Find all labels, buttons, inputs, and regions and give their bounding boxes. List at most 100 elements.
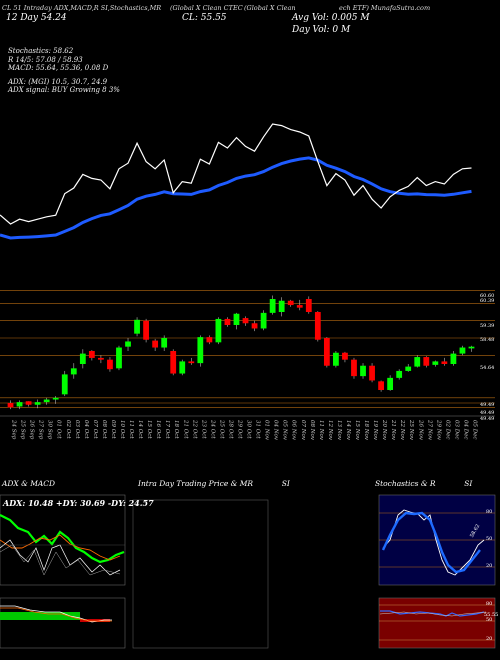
header-ticker: (Global X Clean CTEC xyxy=(170,4,243,12)
candle-body xyxy=(423,357,430,366)
avg-volume: Avg Vol: 0.005 M xyxy=(292,13,370,23)
date-label: 22 Oct xyxy=(191,419,197,439)
candle-body xyxy=(79,353,86,364)
stoch-panel-title: Stochastics & R SI xyxy=(375,479,473,488)
candle-body xyxy=(260,312,267,329)
date-label: 14 Oct xyxy=(137,420,143,439)
macd-line xyxy=(0,605,112,623)
price-label: 54.64 xyxy=(480,365,495,371)
date-label: 18 Oct xyxy=(173,420,179,439)
candle-body xyxy=(143,320,149,340)
date-label: 01 Oct xyxy=(56,420,62,439)
rsi-line-2 xyxy=(379,611,487,617)
date-label: 12 Nov xyxy=(327,420,333,441)
candle-body xyxy=(197,337,204,364)
rsi-axis-20: 20 xyxy=(486,636,493,642)
candle-body xyxy=(242,318,249,324)
date-label: 27 Nov xyxy=(426,419,432,441)
candle-body xyxy=(16,402,23,407)
candle-body xyxy=(125,341,131,347)
candle-body xyxy=(333,352,339,366)
candle-body xyxy=(342,352,348,360)
adx-line xyxy=(0,539,121,576)
stoch-axis-50: 50 xyxy=(486,536,493,542)
date-label: 18 Nov xyxy=(363,420,369,441)
header-left-title: CL 51 Intraday ADX,MACD,R SI,Stochastics… xyxy=(2,4,162,12)
candle-body xyxy=(152,340,159,348)
date-label: 06 Nov xyxy=(291,420,297,441)
candle-body xyxy=(134,319,140,334)
rsi-axis-50: 50 xyxy=(486,617,493,623)
candle-body xyxy=(387,377,394,390)
candle-body xyxy=(351,359,357,377)
candle-body xyxy=(88,351,95,358)
candle-body xyxy=(269,299,276,313)
date-label: 24 Sep xyxy=(11,419,17,440)
date-label: 13 Nov xyxy=(336,420,342,441)
rsi-line xyxy=(380,610,485,617)
candle-body xyxy=(360,365,366,377)
candle-body xyxy=(116,347,122,369)
candle-body xyxy=(188,361,195,364)
stoch-d-line xyxy=(381,511,481,574)
adx-minus-line xyxy=(0,534,121,561)
candle-body xyxy=(224,318,231,325)
open-price: 12 Day 54.24 xyxy=(6,13,67,23)
date-label: 24 Oct xyxy=(209,419,215,439)
date-label: 07 Oct xyxy=(92,420,98,439)
adx-line-2 xyxy=(0,544,121,576)
candle-body xyxy=(468,346,475,349)
date-label: 25 Nov xyxy=(408,419,414,441)
date-label: 08 Nov xyxy=(309,420,315,441)
candle-body xyxy=(305,299,312,312)
date-label: 25 Oct xyxy=(218,419,224,439)
candle-body xyxy=(450,353,457,364)
candle-body xyxy=(161,338,168,348)
price-label: 58.48 xyxy=(480,337,495,343)
date-label: 27 Sep xyxy=(38,419,44,440)
date-label: 05 Nov xyxy=(282,420,288,441)
candle-body xyxy=(251,323,258,329)
intraday-panel xyxy=(132,499,269,649)
date-label: 04 Dec xyxy=(462,420,468,440)
candle-body xyxy=(296,305,303,308)
date-label: 26 Sep xyxy=(29,419,35,440)
candle-body xyxy=(7,403,14,408)
adx-value: ADX: (MGI) 10.5, 30.7, 24.9 xyxy=(8,77,108,86)
adx-values: ADX: 10.48 +DY: 30.69 -DY: 24.57 xyxy=(3,498,154,508)
date-label: 29 Nov xyxy=(435,419,441,441)
candle-body xyxy=(233,313,240,325)
date-label: 31 Oct xyxy=(255,420,261,439)
stoch-k-line xyxy=(382,509,485,576)
adx-panel xyxy=(0,494,126,586)
date-label: 05 Dec xyxy=(471,420,477,440)
adx-plus-line xyxy=(0,514,125,564)
date-label: 11 Nov xyxy=(318,420,324,441)
candle-body xyxy=(70,368,77,375)
macd-value: MACD: 55.64, 55.36, 0.08 D xyxy=(8,64,109,72)
adx-signal: ADX signal: BUY Growing 8 3% xyxy=(8,86,120,94)
date-label: 07 Nov xyxy=(300,420,306,441)
date-label: 16 Oct xyxy=(155,420,161,439)
header-name: (Global X Clean xyxy=(244,4,296,12)
macd-signal-line xyxy=(0,607,112,622)
rsi-axis-80: 80 xyxy=(486,601,493,607)
day-volume: Day Vol: 0 M xyxy=(292,25,351,35)
date-label: 04 Oct xyxy=(83,420,89,439)
date-label: 17 Oct xyxy=(164,420,170,439)
candle-body xyxy=(43,399,50,403)
stoch-axis-80: 80 xyxy=(486,509,493,515)
close-line xyxy=(0,123,472,225)
date-label: 08 Oct xyxy=(101,420,107,439)
candle-body xyxy=(206,337,213,343)
rsi-panel xyxy=(378,597,496,649)
candle-body xyxy=(170,351,177,374)
candle-body xyxy=(396,370,403,378)
date-label: 15 Oct xyxy=(146,420,152,439)
candle-body xyxy=(314,312,321,340)
date-label: 23 Oct xyxy=(200,419,206,439)
stochastics-value: Stochastics: 58.62 xyxy=(8,47,74,55)
candle-body xyxy=(107,359,113,370)
candle-body xyxy=(378,381,384,390)
macd-panel xyxy=(0,597,126,649)
